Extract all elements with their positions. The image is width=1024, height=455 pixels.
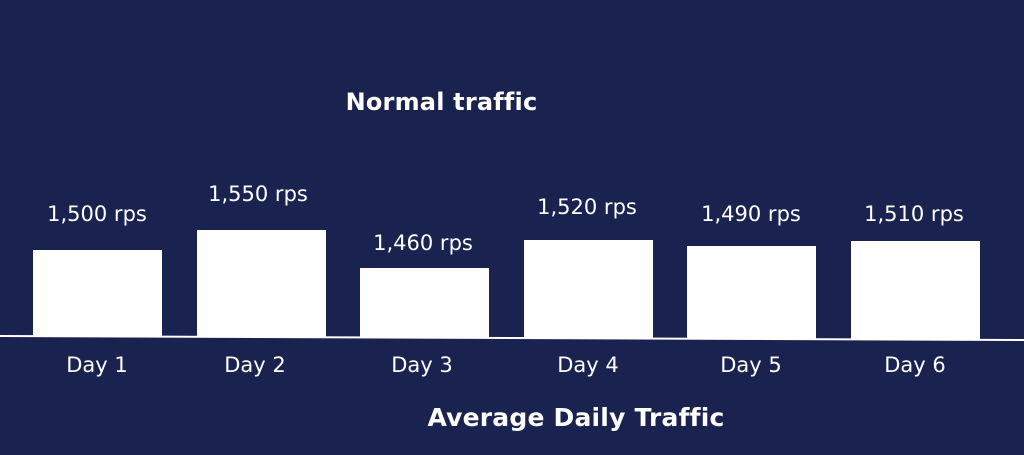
bar-day-1	[33, 250, 162, 337]
data-label-day-6: 1,510 rps	[864, 202, 964, 226]
x-tick-day-1: Day 1	[66, 353, 128, 377]
x-tick-day-5: Day 5	[720, 353, 782, 377]
chart-title: Normal traffic	[345, 88, 538, 116]
x-tick-day-3: Day 3	[391, 353, 453, 377]
data-label-day-3: 1,460 rps	[373, 231, 473, 255]
data-label-day-5: 1,490 rps	[701, 202, 801, 226]
x-tick-day-2: Day 2	[224, 353, 286, 377]
bar-day-2	[197, 230, 326, 337]
data-label-day-2: 1,550 rps	[208, 182, 308, 206]
data-label-day-1: 1,500 rps	[47, 202, 147, 226]
bar-day-4	[524, 240, 653, 338]
bar-day-5	[687, 246, 816, 339]
bar-day-6	[851, 241, 980, 339]
x-tick-day-4: Day 4	[557, 353, 619, 377]
x-tick-day-6: Day 6	[884, 353, 946, 377]
bar-day-3	[360, 268, 489, 338]
data-label-day-4: 1,520 rps	[537, 195, 637, 219]
x-axis-title: Average Daily Traffic	[427, 403, 725, 432]
